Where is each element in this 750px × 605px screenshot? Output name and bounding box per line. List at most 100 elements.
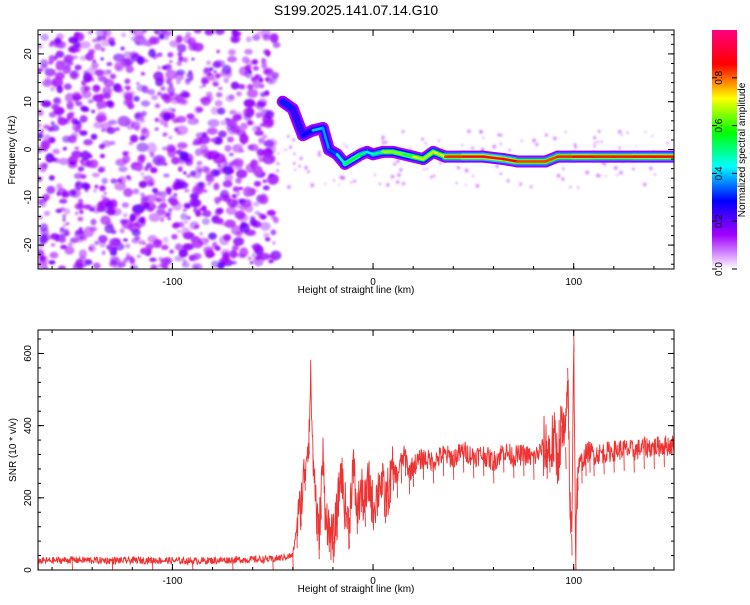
spectrogram-noise-blob	[138, 180, 147, 189]
spectrogram-noise-blob	[106, 126, 116, 135]
spectrogram-noise-blob	[261, 63, 268, 69]
spectrogram-noise-blob	[48, 55, 56, 63]
spectrogram-noise-blob	[87, 99, 94, 104]
spectrogram-x-label: Height of straight line (km)	[298, 285, 415, 296]
spectrogram-noise-blob	[205, 172, 213, 179]
spectrogram-noise-blob	[215, 73, 221, 79]
spectrogram-noise-blob	[385, 183, 390, 187]
spectrogram-noise-blob	[251, 244, 255, 248]
spectrogram-noise-blob	[60, 233, 66, 238]
spectrogram-noise-blob	[109, 73, 117, 80]
spectrogram-noise-blob	[135, 162, 140, 166]
spectrogram-noise-blob	[53, 97, 61, 104]
spectrogram-noise-blob	[648, 166, 653, 171]
spectrogram-noise-blob	[497, 133, 501, 137]
spectrogram-noise-blob	[258, 213, 264, 217]
spectrogram-noise-blob	[64, 231, 71, 237]
spectrogram-noise-blob	[73, 96, 80, 103]
spectrogram-noise-blob	[599, 174, 602, 177]
spectrogram-noise-blob	[256, 31, 261, 35]
spectrogram-noise-blob	[147, 164, 153, 168]
spectrogram-noise-blob	[255, 112, 263, 119]
colorbar-tick-label: 0.8	[714, 70, 725, 84]
spectrogram-noise-blob	[64, 117, 71, 125]
spectrogram-noise-blob	[84, 188, 89, 193]
spectrogram-noise-blob	[155, 77, 164, 87]
spectrogram-noise-blob	[101, 194, 107, 199]
y-tick-label: 0	[23, 567, 34, 573]
spectrogram-noise-blob	[83, 85, 91, 92]
spectrogram-noise-blob	[244, 48, 253, 55]
y-tick-label: 20	[23, 48, 34, 60]
spectrogram-noise-blob	[38, 43, 43, 49]
spectrogram-noise-blob	[145, 194, 158, 203]
spectrogram-noise-blob	[271, 71, 280, 79]
spectrogram-noise	[38, 30, 674, 269]
spectrogram-noise-blob	[88, 246, 93, 251]
spectrogram-noise-blob	[122, 151, 128, 156]
spectrogram-noise-blob	[38, 198, 44, 206]
spectrogram-noise-blob	[63, 208, 71, 215]
spectrogram-noise-blob	[50, 243, 56, 247]
spectrogram-noise-blob	[398, 159, 400, 162]
spectrogram-noise-blob	[43, 124, 50, 130]
spectrogram-track-segment	[343, 157, 355, 166]
spectrogram-noise-blob	[492, 144, 497, 149]
spectrogram-noise-blob	[196, 160, 203, 166]
spectrogram-noise-blob	[192, 141, 198, 146]
spectrogram-noise-blob	[272, 41, 281, 49]
spectrogram-noise-blob	[43, 210, 51, 217]
spectrogram-noise-blob	[401, 130, 405, 134]
spectrogram-noise-blob	[229, 249, 238, 259]
spectrogram-noise-blob	[94, 184, 99, 189]
spectrogram-noise-blob	[184, 220, 188, 224]
spectrogram-noise-blob	[226, 198, 238, 208]
spectrogram-noise-blob	[164, 63, 172, 69]
spectrogram-noise-blob	[439, 161, 442, 165]
spectrogram-noise-blob	[219, 169, 224, 175]
spectrogram-noise-blob	[189, 197, 199, 208]
spectrogram-noise-blob	[210, 137, 217, 143]
spectrogram-noise-blob	[71, 190, 76, 194]
spectrogram-noise-blob	[144, 59, 149, 63]
spectrogram-noise-blob	[213, 59, 226, 68]
spectrogram-noise-blob	[170, 97, 181, 104]
spectrogram-noise-blob	[107, 69, 112, 73]
spectrogram-noise-blob	[90, 133, 98, 140]
spectrogram-noise-blob	[181, 227, 191, 237]
spectrogram-noise-blob	[143, 242, 147, 245]
spectrogram-noise-blob	[215, 92, 223, 98]
spectrogram-noise-blob	[208, 67, 214, 71]
spectrogram-noise-blob	[204, 68, 209, 73]
spectrogram-noise-blob	[38, 176, 43, 182]
spectrogram-noise-blob	[217, 164, 221, 167]
spectrogram-noise-blob	[48, 61, 53, 65]
spectrogram-noise-blob	[232, 158, 244, 167]
spectrogram-noise-blob	[151, 94, 158, 101]
spectrogram-noise-blob	[167, 51, 174, 58]
spectrogram-noise-blob	[154, 103, 161, 109]
figure-title: S199.2025.141.07.14.G10	[274, 2, 438, 18]
spectrogram-noise-blob	[165, 78, 172, 85]
spectrogram-noise-blob	[147, 88, 156, 96]
spectrogram-noise-blob	[101, 177, 108, 185]
spectrogram-noise-blob	[131, 229, 141, 237]
spectrogram-noise-blob	[212, 216, 218, 220]
spectrogram-noise-blob	[288, 145, 293, 149]
spectrogram-noise-blob	[240, 83, 246, 90]
spectrogram-noise-blob	[200, 165, 209, 173]
spectrogram-noise-blob	[593, 144, 596, 148]
spectrogram-noise-blob	[561, 177, 565, 181]
spectrogram-noise-blob	[258, 159, 263, 163]
spectrogram-noise-blob	[215, 208, 224, 215]
spectrogram-noise-blob	[38, 260, 48, 269]
spectrogram-noise-blob	[122, 154, 131, 164]
spectrogram-noise-blob	[182, 171, 187, 175]
spectrogram-noise-blob	[529, 185, 533, 189]
spectrogram-noise-blob	[203, 189, 208, 193]
spectrogram-noise-blob	[569, 185, 572, 189]
spectrogram-noise-blob	[55, 50, 65, 58]
spectrogram-noise-blob	[332, 179, 336, 182]
snr-x-ticks: -100 0 100	[51, 330, 655, 587]
